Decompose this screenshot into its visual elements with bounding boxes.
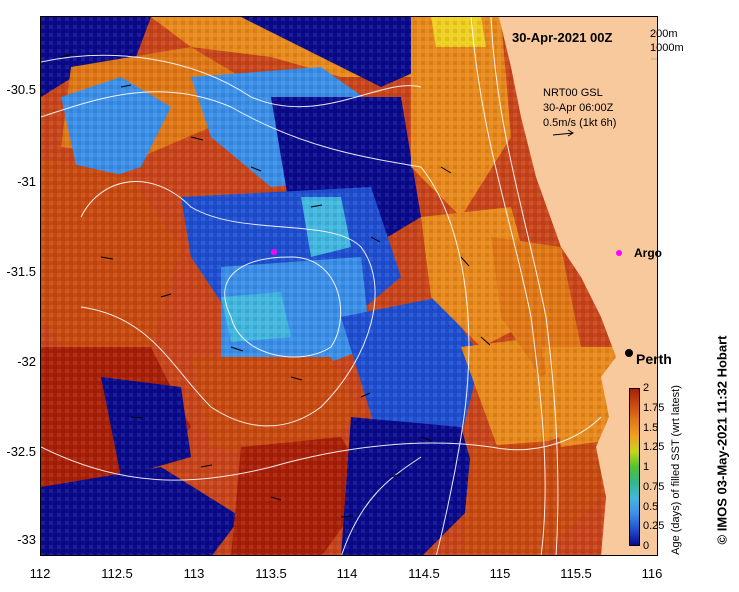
current-info-line: 0.5m/s (1kt 6h) — [543, 117, 617, 129]
credit-text: © IMOS 03-May-2021 11:32 Hobart — [714, 335, 730, 545]
x-tick-label: 116 — [641, 566, 663, 581]
current-info: NRT00 GSL 30-Apr 06:00Z 0.5m/s (1kt 6h) — [543, 86, 616, 131]
perth-marker[interactable] — [625, 349, 633, 357]
y-tick-label: -33 — [17, 532, 36, 547]
x-tick-label: 113.5 — [255, 566, 287, 581]
colorbar-tick: 2 — [643, 382, 650, 394]
land-mass — [499, 17, 657, 555]
depth-legend-1000m: 1000m — [650, 42, 684, 54]
colorbar-tick: 0.25 — [643, 520, 665, 532]
y-tick-label: -32 — [17, 354, 36, 369]
y-tick-label: -30.5 — [6, 82, 36, 97]
current-vectors — [60, 53, 491, 518]
colorbar-tick: 1.5 — [643, 422, 659, 434]
perth-label: Perth — [636, 351, 672, 367]
current-info-line: NRT00 GSL — [543, 87, 603, 99]
x-tick-label: 112 — [29, 566, 51, 581]
argo-marker[interactable] — [271, 249, 622, 256]
sst-age-colorbar — [629, 388, 640, 546]
colorbar-label: Age (days) of filled SST (wrt latest) — [670, 385, 682, 555]
current-info-line: 30-Apr 06:00Z — [543, 102, 614, 114]
colorbar-tick: 1 — [643, 461, 650, 473]
map-title: 30-Apr-2021 00Z — [512, 30, 613, 45]
x-tick-label: 115.5 — [560, 566, 592, 581]
x-tick-label: 114 — [336, 566, 358, 581]
colorbar-tick: 1.25 — [643, 441, 665, 453]
x-tick-label: 113 — [183, 566, 205, 581]
y-tick-label: -32.5 — [6, 444, 36, 459]
argo-label: Argo — [634, 246, 662, 260]
y-tick-label: -31.5 — [6, 264, 36, 279]
sst-map — [40, 16, 658, 556]
colorbar-tick: 0 — [643, 540, 650, 552]
scale-arrow — [552, 129, 574, 137]
x-tick-label: 115 — [489, 566, 511, 581]
colorbar-tick: 0.5 — [643, 501, 659, 513]
depth-legend-200m: 200m — [650, 28, 678, 40]
x-tick-label: 112.5 — [101, 566, 133, 581]
colorbar-tick: 1.75 — [643, 402, 665, 414]
y-tick-label: -31 — [17, 174, 36, 189]
depth-contours — [41, 17, 602, 555]
colorbar-tick: 0.75 — [643, 481, 665, 493]
x-tick-label: 114.5 — [408, 566, 440, 581]
